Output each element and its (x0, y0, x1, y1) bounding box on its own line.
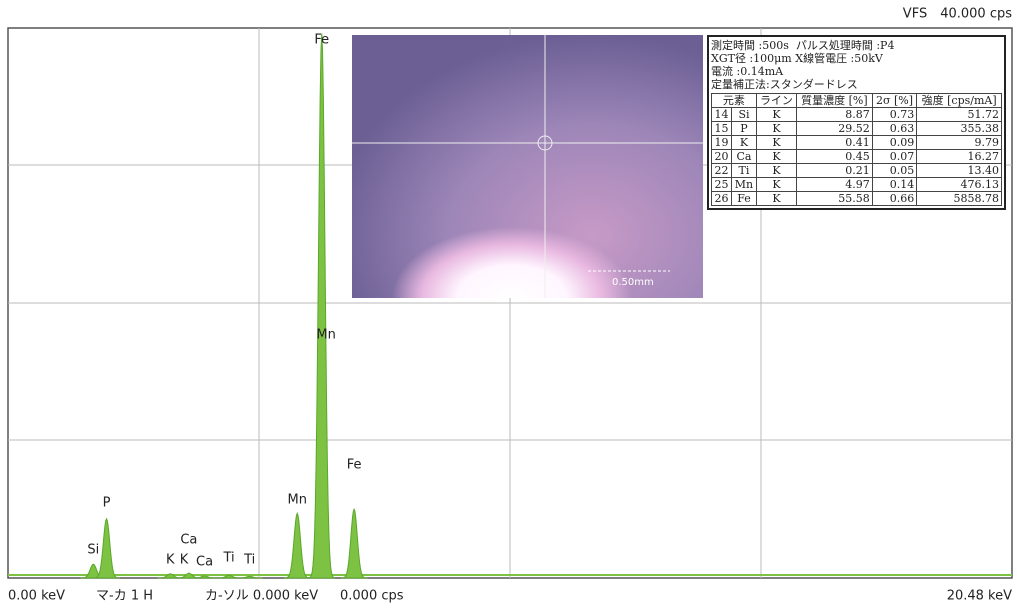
cell: 16.27 (916, 149, 1002, 164)
peak-label: Fe (314, 33, 329, 48)
results-panel: 測定時間 :500s パルス処理時間 :P4 XGT径 :100μm X線管電圧… (707, 35, 1006, 210)
cell: K (755, 163, 798, 178)
current: 電流 :0.14mA (711, 65, 784, 78)
cell: 0.07 (871, 149, 918, 164)
result-row: 20 Ca K 0.45 0.07 16.27 (710, 149, 1002, 164)
cell: P (731, 121, 757, 136)
result-row: 15 P K 29.52 0.63 355.38 (710, 121, 1002, 136)
peak (340, 507, 368, 579)
x-end: 20.48 keV (947, 589, 1012, 604)
cursor: カ-ソル 0.000 keV (205, 589, 318, 604)
beam-size: XGT径 :100μm (711, 52, 792, 65)
cell: K (755, 107, 798, 122)
peak (236, 575, 263, 579)
cell: Ca (731, 149, 757, 164)
header-line: 測定時間 :500s パルス処理時間 :P4 (711, 39, 1002, 52)
cell: K (755, 177, 798, 192)
cell: 8.87 (796, 107, 873, 122)
cell: 20 (710, 149, 733, 164)
cell: 25 (710, 177, 733, 192)
col-head: 元素 (711, 93, 757, 108)
cell: Mn (731, 177, 757, 192)
cell: K (755, 149, 798, 164)
cell: 355.38 (916, 121, 1002, 136)
result-row: 26 Fe K 55.58 0.66 5858.78 (710, 191, 1002, 206)
cell: 9.79 (916, 135, 1002, 150)
cell: K (755, 135, 798, 150)
cell: 0.66 (871, 191, 918, 206)
cursor-cps: 0.000 cps (340, 589, 404, 604)
cell: K (755, 191, 798, 206)
vfs-label: VFS (903, 7, 927, 22)
peak-label: Ti (223, 551, 235, 566)
cell: 15 (710, 121, 733, 136)
peak-label: K (180, 553, 189, 568)
cell: 0.45 (796, 149, 873, 164)
cell: 14 (710, 107, 733, 122)
results-table: 元素 ライン 質量濃度 [%] 2σ [%] 強度 [cps/mA] 14 Si K… (710, 93, 1002, 206)
x-start: 0.00 keV (8, 589, 65, 604)
peak-label: Si (87, 543, 99, 558)
col-head: ライン (755, 93, 798, 108)
result-row: 19 K K 0.41 0.09 9.79 (710, 135, 1002, 150)
peak-label: K (166, 553, 175, 568)
cell: 5858.78 (916, 191, 1002, 206)
peak-label: Mn (316, 328, 335, 343)
cell: 13.40 (916, 163, 1002, 178)
cell: K (731, 135, 757, 150)
cell: 0.63 (871, 121, 918, 136)
cell: 4.97 (796, 177, 873, 192)
cell: 55.58 (796, 191, 873, 206)
cell: 26 (710, 191, 733, 206)
cell: 0.73 (871, 107, 918, 122)
cell: K (755, 121, 798, 136)
cell: 0.21 (796, 163, 873, 178)
vfs-value: 40.000 cps (940, 7, 1012, 22)
peak (93, 517, 120, 579)
cell: 0.14 (871, 177, 918, 192)
marker: マ-カ 1 H (96, 589, 153, 604)
tube-voltage: X線管電圧 :50kV (795, 52, 883, 65)
header-line: XGT径 :100μm X線管電圧 :50kV (711, 52, 1002, 65)
peak (283, 512, 311, 579)
peak-label: Mn (288, 493, 307, 508)
cell: 476.13 (916, 177, 1002, 192)
peak-label: Fe (347, 458, 362, 473)
peak (191, 575, 218, 579)
method: 定量補正法:スタンダードレス (711, 78, 858, 91)
peak-label: Ca (196, 555, 213, 570)
camera-image: 0.50mm (352, 35, 703, 298)
peak-label: P (103, 496, 111, 511)
peak (308, 33, 336, 579)
cell: 0.41 (796, 135, 873, 150)
col-head: 強度 [cps/mA] (916, 93, 1002, 108)
cell: Si (731, 107, 757, 122)
crosshair: 0.50mm (352, 35, 703, 298)
cell: Fe (731, 191, 757, 206)
cell: Ti (731, 163, 757, 178)
scale-label: 0.50mm (612, 277, 654, 288)
peak-label: Ca (180, 533, 197, 548)
cell: 0.09 (871, 135, 918, 150)
cell: 22 (710, 163, 733, 178)
result-row: 14 Si K 8.87 0.73 51.72 (710, 107, 1002, 122)
measure-time: 測定時間 :500s (711, 39, 789, 52)
cell: 0.05 (871, 163, 918, 178)
cell: 29.52 (796, 121, 873, 136)
col-head: 質量濃度 [%] (796, 93, 873, 108)
pulse-time: パルス処理時間 :P4 (795, 39, 895, 52)
peak-label: Ti (243, 553, 255, 568)
cell: 19 (710, 135, 733, 150)
result-row: 22 Ti K 0.21 0.05 13.40 (710, 163, 1002, 178)
result-row: 25 Mn K 4.97 0.14 476.13 (710, 177, 1002, 192)
col-head: 2σ [%] (871, 93, 918, 108)
cell: 51.72 (916, 107, 1002, 122)
